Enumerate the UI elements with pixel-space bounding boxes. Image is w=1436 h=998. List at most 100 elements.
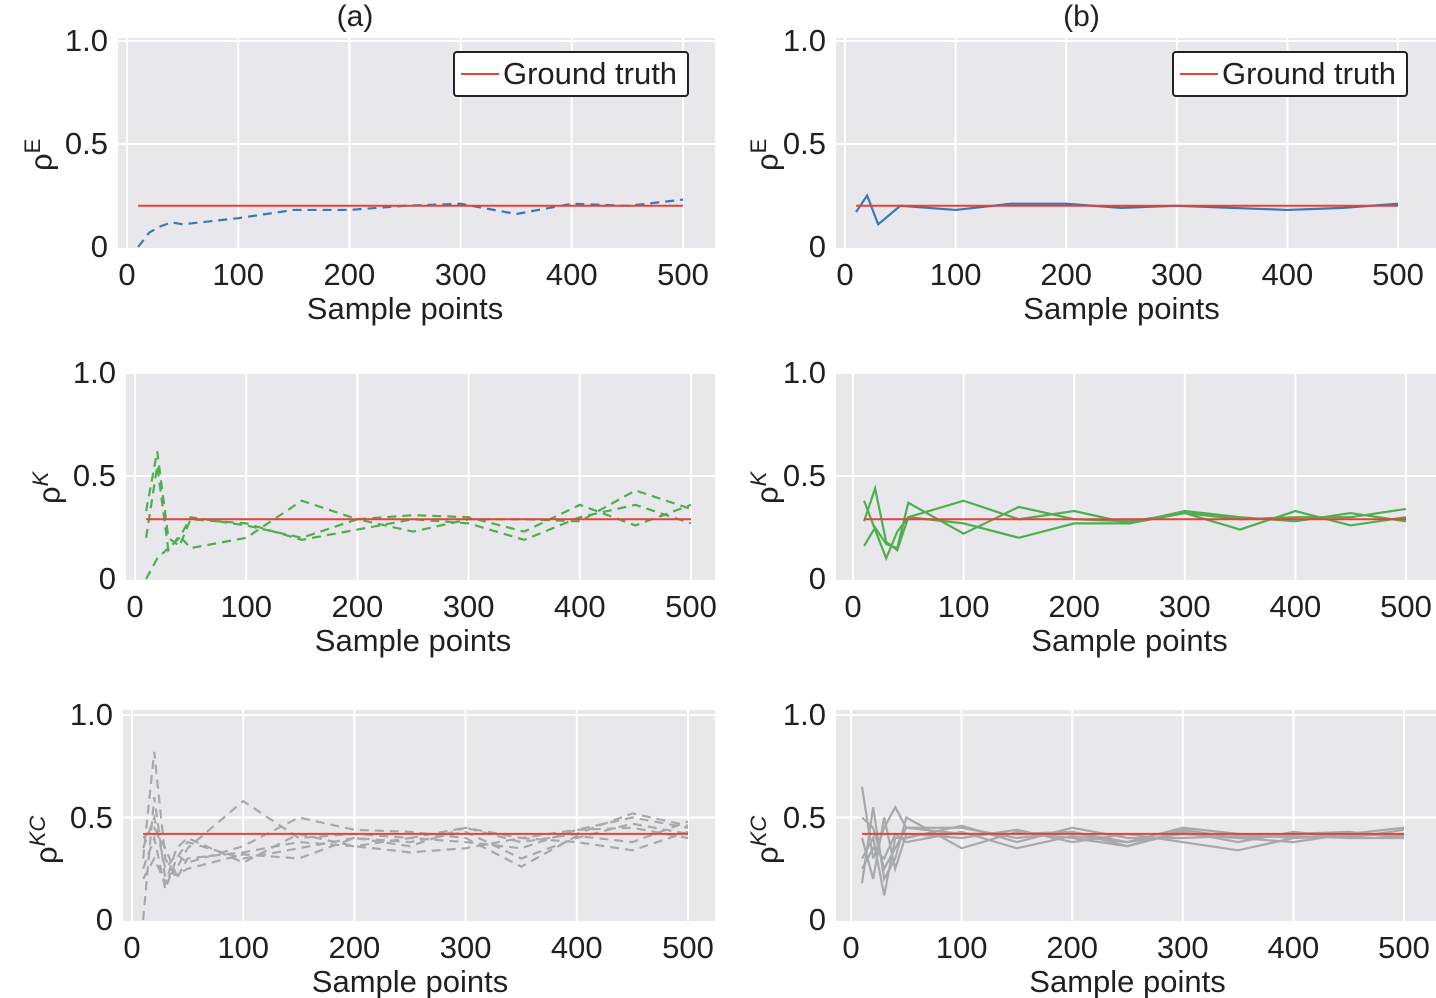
- x-tick-label: 300: [439, 930, 492, 965]
- y-tick-label: 0.5: [72, 458, 116, 493]
- x-axis-label: Sample points: [306, 291, 504, 326]
- x-tick-label: 400: [1261, 257, 1314, 292]
- x-tick-label: 500: [1380, 589, 1432, 624]
- x-tick-label: 500: [665, 589, 717, 624]
- panel-4: [123, 710, 715, 921]
- y-tick-label: 1.0: [64, 23, 108, 58]
- y-tick-label: 0.5: [69, 799, 113, 835]
- legend-swatch: [1180, 73, 1218, 75]
- x-tick-label: 100: [212, 257, 265, 292]
- y-axis-label: ρKC: [25, 815, 64, 863]
- y-axis-label-superscript: KC: [25, 815, 50, 846]
- series-line-1: [863, 501, 1407, 550]
- x-tick-label: 200: [323, 257, 376, 292]
- legend-label: Ground truth: [1222, 56, 1397, 91]
- x-axis-label: Sample points: [314, 623, 512, 658]
- x-tick-label: 200: [331, 589, 384, 624]
- series-line-4: [861, 830, 1405, 870]
- panel-title: (a): [336, 0, 374, 33]
- x-tick-label: 100: [220, 589, 273, 624]
- legend-swatch: [461, 73, 499, 75]
- x-tick-label: 0: [844, 589, 862, 624]
- y-axis-label: ρE: [746, 139, 785, 171]
- y-tick-label: 0.5: [782, 126, 826, 161]
- x-tick-label: 0: [836, 257, 854, 292]
- x-tick-label: 400: [545, 257, 598, 292]
- x-tick-label: 100: [217, 930, 270, 965]
- legend: Ground truth: [453, 51, 690, 97]
- y-tick-label: 1.0: [782, 23, 826, 58]
- y-axis-label-base: ρ: [23, 153, 59, 171]
- x-tick-label: 200: [1046, 930, 1099, 965]
- x-axis-label: Sample points: [1031, 623, 1228, 658]
- x-tick-label: 400: [553, 589, 606, 624]
- y-tick-label: 1.0: [69, 697, 113, 732]
- x-tick-label: 500: [662, 930, 714, 965]
- y-tick-label: 1.0: [782, 355, 826, 390]
- x-axis-label: Sample points: [311, 964, 509, 998]
- y-tick-label: 0: [808, 561, 826, 596]
- y-tick-label: 1.0: [782, 697, 826, 732]
- x-tick-label: 200: [1040, 257, 1093, 292]
- legend-label: Ground truth: [503, 56, 678, 91]
- x-tick-label: 0: [126, 589, 144, 624]
- panel-3: [836, 372, 1436, 580]
- y-axis-label: ρE: [20, 139, 59, 171]
- plot-background: [123, 710, 715, 921]
- y-tick-label: 0: [808, 902, 826, 937]
- series-line-0: [863, 499, 1407, 562]
- y-tick-label: 0.5: [64, 126, 108, 161]
- y-axis-label-superscript: KC: [746, 815, 771, 846]
- x-axis-label: Sample points: [1029, 964, 1226, 998]
- y-axis-label: ρK: [746, 472, 785, 504]
- plot-background: [836, 710, 1436, 921]
- x-tick-label: 400: [1269, 589, 1322, 624]
- y-axis-label-base: ρ: [28, 845, 64, 864]
- x-tick-label: 100: [935, 930, 988, 965]
- y-axis-label: ρK: [28, 472, 67, 504]
- x-tick-label: 300: [1158, 589, 1211, 624]
- x-axis-label: Sample points: [1023, 291, 1220, 326]
- series-line-3: [860, 817, 1405, 880]
- x-tick-label: 400: [550, 930, 603, 965]
- x-tick-label: 0: [842, 930, 860, 965]
- y-tick-label: 0.5: [782, 458, 826, 493]
- series-line-4: [142, 830, 689, 887]
- y-axis-label-base: ρ: [749, 153, 785, 171]
- y-axis-label-superscript: K: [28, 471, 53, 487]
- series-line-5: [861, 816, 1404, 872]
- x-tick-label: 200: [1048, 589, 1101, 624]
- x-tick-label: 300: [442, 589, 495, 624]
- y-axis-label-superscript: E: [20, 138, 45, 154]
- panel-2: [126, 372, 715, 580]
- x-tick-label: 500: [1378, 930, 1430, 965]
- series-line-0: [145, 451, 692, 548]
- series-line-1: [142, 796, 689, 921]
- x-tick-label: 0: [123, 930, 141, 965]
- series-line-1: [145, 465, 692, 553]
- x-tick-label: 0: [118, 257, 136, 292]
- series-line-2: [863, 484, 1407, 552]
- y-tick-label: 0: [808, 229, 826, 264]
- y-tick-label: 0: [90, 229, 108, 264]
- x-tick-label: 300: [434, 257, 487, 292]
- series-line-0: [142, 751, 689, 882]
- y-axis-label: ρKC: [746, 815, 785, 863]
- x-tick-label: 100: [929, 257, 982, 292]
- x-tick-label: 500: [657, 257, 709, 292]
- series-line-5: [142, 825, 689, 877]
- y-tick-label: 0.5: [782, 799, 826, 835]
- legend: Ground truth: [1172, 51, 1409, 97]
- x-tick-label: 100: [937, 589, 990, 624]
- y-axis-label-superscript: K: [746, 471, 771, 487]
- y-tick-label: 0: [95, 902, 113, 937]
- y-axis-label-base: ρ: [749, 486, 785, 504]
- y-tick-label: 0: [98, 561, 116, 596]
- y-tick-label: 1.0: [72, 355, 116, 390]
- x-tick-label: 400: [1267, 930, 1320, 965]
- y-axis-label-base: ρ: [31, 486, 67, 504]
- x-tick-label: 200: [328, 930, 381, 965]
- x-tick-label: 300: [1150, 257, 1203, 292]
